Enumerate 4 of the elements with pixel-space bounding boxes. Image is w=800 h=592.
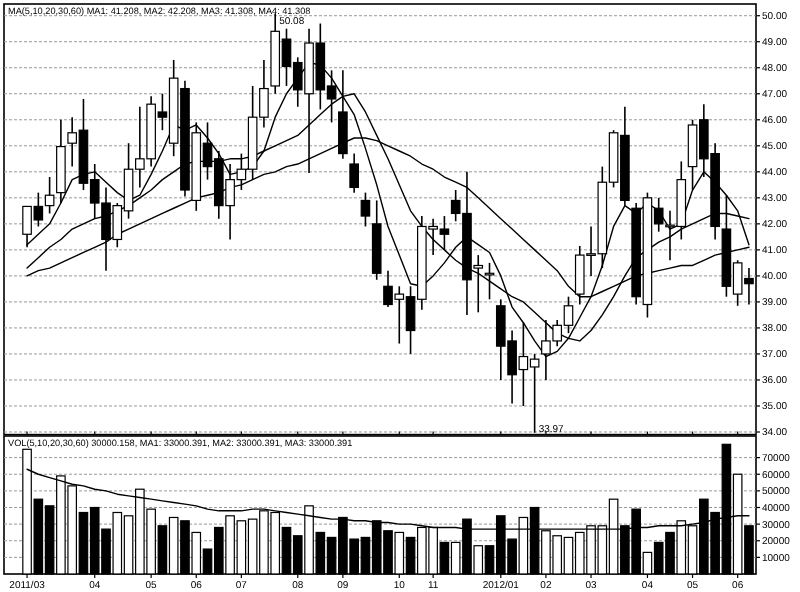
candlestick: [56, 118, 66, 204]
candlestick: [484, 262, 495, 301]
candlestick: [349, 152, 359, 194]
candlestick: [360, 191, 371, 228]
